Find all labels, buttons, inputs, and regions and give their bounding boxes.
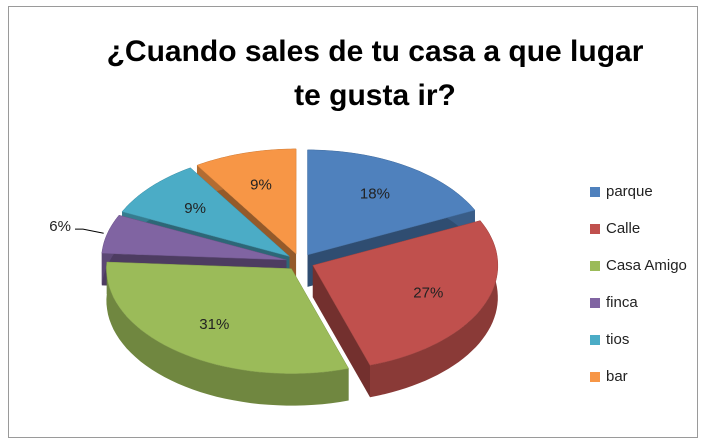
slice <box>121 167 290 257</box>
slice-edge <box>106 262 349 406</box>
legend-swatch <box>590 224 600 234</box>
legend-label: Casa Amigo <box>606 257 687 274</box>
data-label: 18% <box>360 186 390 203</box>
legend-label: bar <box>606 368 628 385</box>
leader-line <box>74 228 104 234</box>
slice <box>312 220 499 366</box>
data-label: 27% <box>413 285 443 302</box>
legend-swatch <box>590 372 600 382</box>
pie-tops <box>101 148 499 374</box>
data-label: 31% <box>199 316 229 333</box>
slice <box>307 149 476 256</box>
slice-edge <box>370 220 498 398</box>
slice <box>106 261 349 374</box>
legend-label: Calle <box>606 220 640 237</box>
chart-title: ¿Cuando sales de tu casa a que lugar te … <box>106 35 644 112</box>
slice <box>101 214 287 261</box>
chart-frame <box>8 6 698 438</box>
legend-swatch <box>590 187 600 197</box>
legend-label: parque <box>606 183 653 200</box>
slice <box>196 148 297 255</box>
legend-label: finca <box>606 294 638 311</box>
legend-swatch <box>590 298 600 308</box>
legend-swatch <box>590 261 600 271</box>
data-label: 9% <box>250 176 272 193</box>
data-label: 9% <box>184 200 206 217</box>
legend-label: tios <box>606 331 629 348</box>
slice-side <box>312 265 371 398</box>
legend-swatch <box>590 335 600 345</box>
data-label: 6% <box>49 218 71 235</box>
